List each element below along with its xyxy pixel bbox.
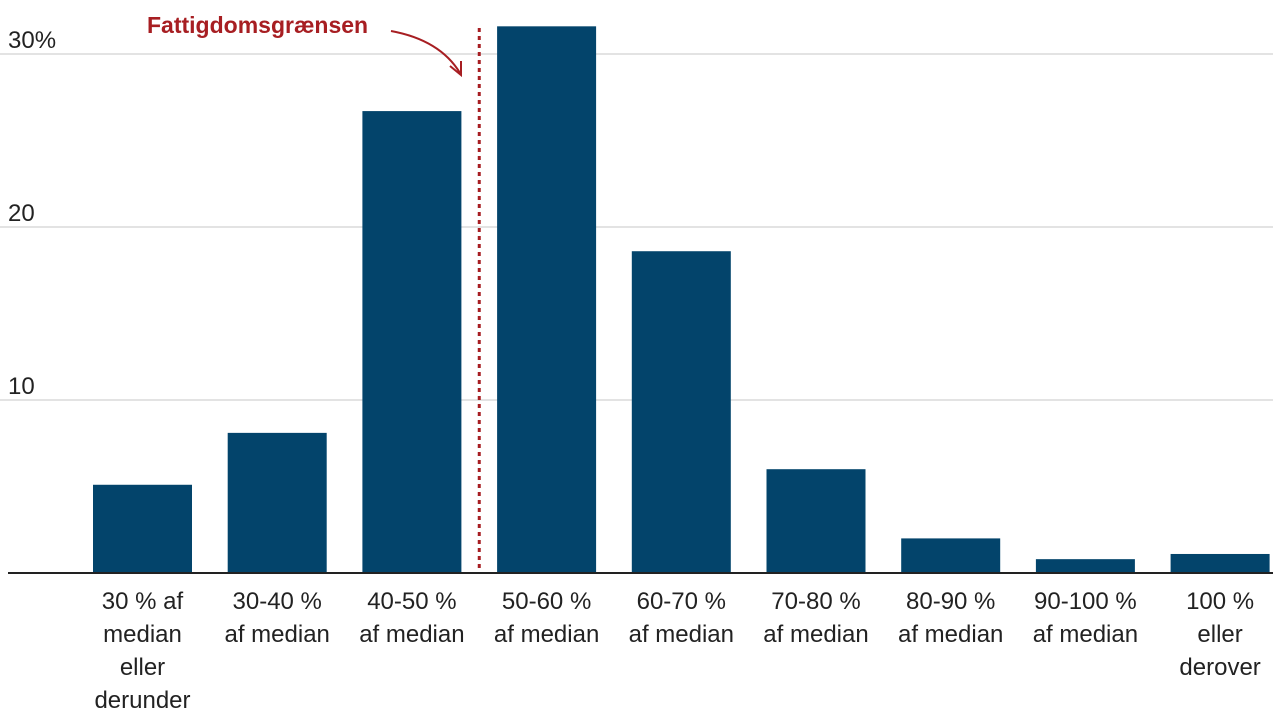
x-category-label: 70-80 % af median: [763, 588, 868, 648]
poverty-line-label: Fattigdomsgrænsen: [147, 12, 368, 38]
bar: [766, 469, 866, 573]
bar: [631, 251, 731, 573]
y-tick-label: 20: [8, 200, 35, 227]
bar: [901, 538, 1001, 573]
x-category-label: 90-100 % af median: [1033, 588, 1138, 648]
bar: [1170, 553, 1270, 573]
x-category-label: 30 % af median eller derunder: [94, 588, 190, 710]
bars: [93, 26, 1270, 573]
y-tick-label: 30%: [8, 27, 56, 54]
annotation-arrow-icon: [390, 30, 461, 74]
poverty-line-annotation: Fattigdomsgrænsen: [147, 12, 481, 573]
x-category-label: 60-70 % af median: [629, 588, 734, 648]
x-category-label: 40-50 % af median: [359, 588, 464, 648]
y-tick-labels: 10 20 30%: [8, 27, 56, 400]
x-category-labels: 30 % af median eller derunder 30-40 % af medi…: [94, 588, 1260, 710]
bar: [362, 111, 462, 573]
y-tick-label: 10: [8, 373, 35, 400]
x-category-label: 80-90 % af median: [898, 588, 1003, 648]
bar: [93, 484, 192, 573]
arrowhead-icon: [449, 61, 462, 78]
bar: [227, 432, 327, 573]
x-category-label: 30-40 % af median: [224, 588, 329, 648]
bar: [497, 26, 597, 573]
x-category-label: 50-60 % af median: [494, 588, 599, 648]
bar: [1035, 559, 1135, 573]
x-category-label: 100 % eller derover: [1179, 588, 1260, 681]
